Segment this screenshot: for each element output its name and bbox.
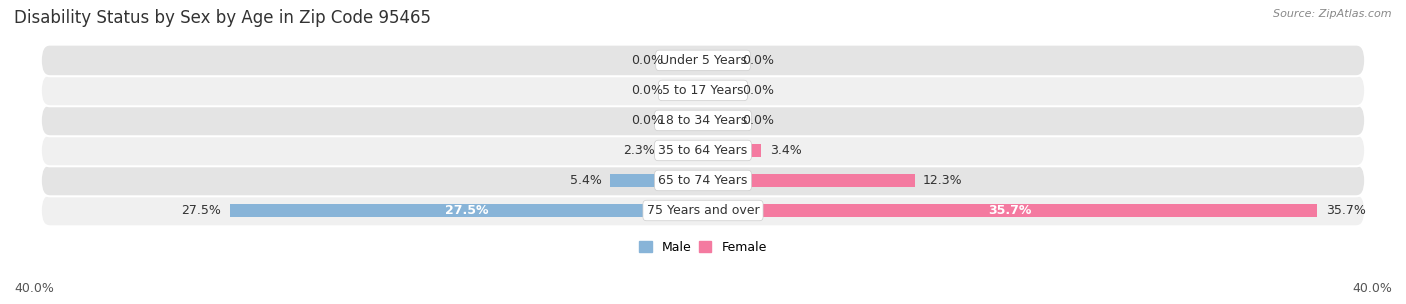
Text: 75 Years and over: 75 Years and over <box>647 204 759 217</box>
Bar <box>610 174 703 187</box>
Text: 0.0%: 0.0% <box>742 84 775 97</box>
Bar <box>703 114 734 127</box>
Text: 27.5%: 27.5% <box>181 204 221 217</box>
Text: 2.3%: 2.3% <box>623 144 655 157</box>
Text: 0.0%: 0.0% <box>631 54 664 67</box>
Text: 0.0%: 0.0% <box>631 114 664 127</box>
Text: 3.4%: 3.4% <box>770 144 801 157</box>
Text: 40.0%: 40.0% <box>14 282 53 295</box>
Bar <box>231 204 703 217</box>
Bar <box>703 54 734 67</box>
Bar <box>672 114 703 127</box>
Text: 0.0%: 0.0% <box>631 84 664 97</box>
Text: 12.3%: 12.3% <box>924 174 963 187</box>
Text: 65 to 74 Years: 65 to 74 Years <box>658 174 748 187</box>
Text: 0.0%: 0.0% <box>742 114 775 127</box>
Bar <box>672 54 703 67</box>
Text: Disability Status by Sex by Age in Zip Code 95465: Disability Status by Sex by Age in Zip C… <box>14 9 432 27</box>
Text: 35 to 64 Years: 35 to 64 Years <box>658 144 748 157</box>
Text: 5.4%: 5.4% <box>569 174 602 187</box>
Text: Source: ZipAtlas.com: Source: ZipAtlas.com <box>1274 9 1392 19</box>
Bar <box>703 204 1317 217</box>
FancyBboxPatch shape <box>41 135 1365 166</box>
Text: 35.7%: 35.7% <box>988 204 1032 217</box>
FancyBboxPatch shape <box>41 45 1365 76</box>
Text: 35.7%: 35.7% <box>1326 204 1365 217</box>
FancyBboxPatch shape <box>41 165 1365 196</box>
Bar <box>703 144 762 157</box>
Text: 27.5%: 27.5% <box>444 204 488 217</box>
Legend: Male, Female: Male, Female <box>634 236 772 259</box>
Bar <box>703 84 734 97</box>
Text: Under 5 Years: Under 5 Years <box>659 54 747 67</box>
FancyBboxPatch shape <box>41 105 1365 136</box>
Bar <box>703 174 914 187</box>
Bar <box>672 84 703 97</box>
Text: 18 to 34 Years: 18 to 34 Years <box>658 114 748 127</box>
Text: 40.0%: 40.0% <box>1353 282 1392 295</box>
FancyBboxPatch shape <box>41 195 1365 226</box>
FancyBboxPatch shape <box>41 74 1365 106</box>
Bar <box>664 144 703 157</box>
Text: 0.0%: 0.0% <box>742 54 775 67</box>
Text: 5 to 17 Years: 5 to 17 Years <box>662 84 744 97</box>
